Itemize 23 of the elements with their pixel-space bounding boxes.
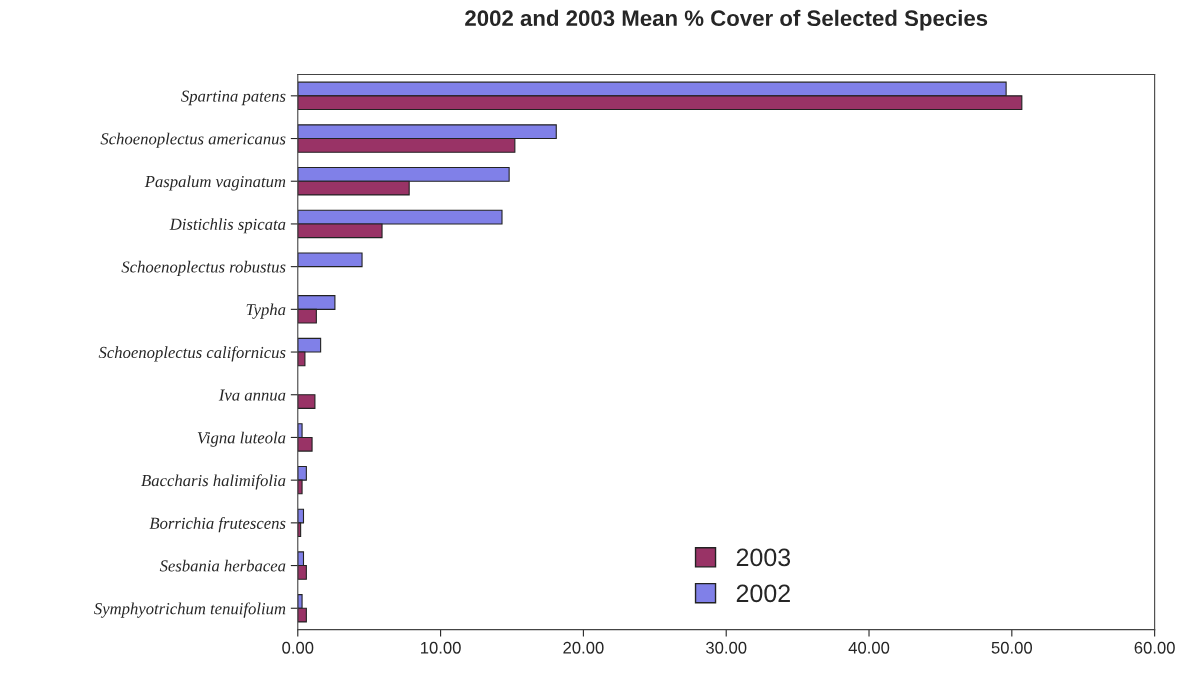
y-tick-label: Baccharis halimifolia: [141, 474, 286, 490]
legend-label: 2002: [736, 584, 790, 603]
legend-label: 2003: [736, 548, 791, 567]
y-tick-label: Schoenoplectus americanus: [100, 132, 286, 148]
y-tick-label: Schoenoplectus californicus: [98, 346, 286, 362]
x-tick-label: 10.00: [421, 641, 461, 654]
x-tick-label: 30.00: [705, 641, 747, 654]
x-tick-label: 50.00: [991, 641, 1033, 654]
y-tick-label: Vigna luteola: [197, 431, 286, 447]
y-tick-label: Paspalum vaginatum: [144, 175, 286, 191]
y-tick-label: Symphyotrichum tenuifolium: [94, 602, 286, 618]
chart-title: 2002 and 2003 Mean % Cover of Selected Species: [465, 9, 988, 31]
y-tick-label: Iva annua: [218, 389, 286, 401]
y-tick-label: Distichlis spicata: [169, 218, 286, 234]
y-tick-label: Sesbania herbacea: [159, 559, 286, 572]
y-tick-label: Schoenoplectus robustus: [121, 260, 286, 276]
x-tick-label: 0.00: [282, 641, 314, 654]
y-tick-label: Borrichia frutescens: [149, 516, 286, 533]
y-tick-label: Spartina patens: [181, 90, 286, 106]
x-tick-label: 20.00: [563, 641, 604, 654]
x-tick-label: 40.00: [848, 641, 890, 654]
y-tick-label: Typha: [246, 303, 286, 319]
x-tick-label: 60.00: [1134, 641, 1175, 654]
